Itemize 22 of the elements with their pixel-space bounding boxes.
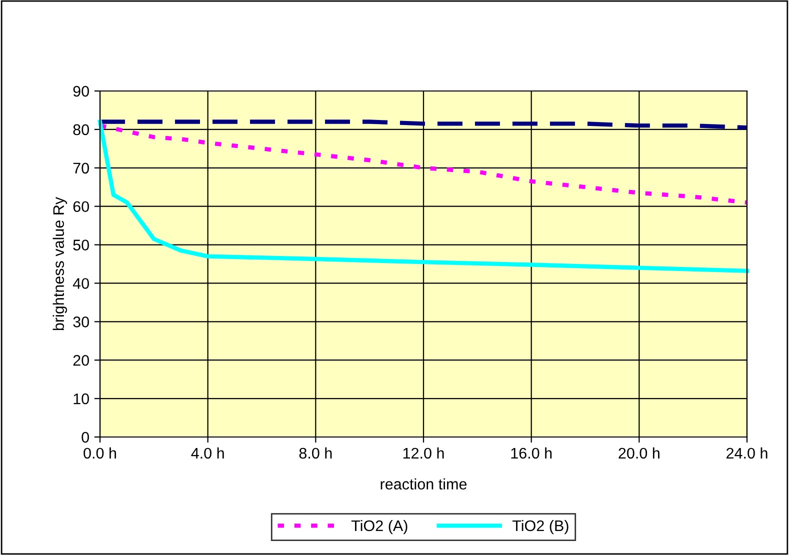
y-tick-label: 60 <box>73 201 89 212</box>
y-tick-label: 80 <box>73 124 89 136</box>
x-tick-label: 20.0 h <box>618 447 660 459</box>
x-tick-label: 8.0 h <box>299 447 332 459</box>
y-axis-title: brightness value Ry <box>52 196 68 330</box>
y-tick-label: 0 <box>82 432 89 443</box>
legend-label: TiO2 (B) <box>512 520 568 534</box>
y-tick-label: 30 <box>73 316 89 328</box>
y-tick-label: 90 <box>73 86 89 97</box>
x-tick-label: 24.0 h <box>726 447 768 459</box>
y-tick-label: 20 <box>73 354 89 366</box>
x-tick-label: 0.0 h <box>84 447 116 459</box>
y-tick-label: 70 <box>73 162 89 174</box>
y-tick-label: 50 <box>73 240 89 250</box>
legend-label: TiO2 (A) <box>351 520 408 534</box>
x-tick-label: 4.0 h <box>191 447 224 459</box>
y-tick-label: 10 <box>74 393 89 404</box>
y-tick-label: 40 <box>72 278 89 289</box>
x-axis-title: reaction time <box>380 478 467 490</box>
x-tick-label: 12.0 h <box>403 447 444 459</box>
x-tick-label: 16.0 h <box>511 447 552 459</box>
line-series <box>98 120 750 274</box>
